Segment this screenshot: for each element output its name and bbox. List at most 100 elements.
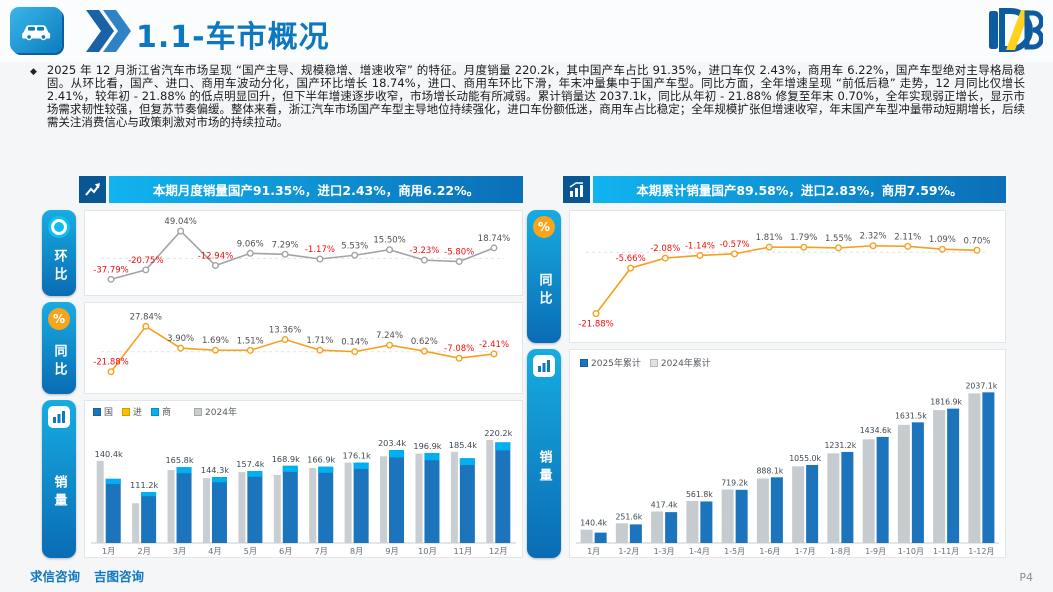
svg-text:0.14%: 0.14%	[341, 338, 368, 348]
svg-text:1231.2k: 1231.2k	[824, 441, 856, 450]
svg-text:1434.6k: 1434.6k	[860, 426, 892, 435]
svg-text:3.90%: 3.90%	[167, 334, 194, 344]
sidebar-label-mom: 环比	[51, 249, 67, 285]
chevron-right-icon	[86, 10, 131, 52]
svg-text:1月: 1月	[587, 547, 600, 556]
sidebar-section-mom: 环比	[42, 210, 76, 296]
sidebar-section-yoy: % 同比	[42, 302, 76, 394]
monthly-mom-line-chart: -37.79% -20.75% 49.04% -12.94% 9.06% 7.29% -1.…	[84, 210, 523, 296]
slide-header: 1.1-车市概况	[0, 0, 1053, 62]
page-title: 1.1-车市概况	[136, 20, 330, 55]
svg-text:12月: 12月	[489, 546, 508, 556]
bar-chart-icon	[533, 355, 555, 377]
svg-text:-2.41%: -2.41%	[479, 340, 509, 350]
svg-text:157.4k: 157.4k	[236, 459, 264, 469]
legend-item: 2024年累计	[649, 356, 711, 369]
bar-chart-up-icon	[563, 176, 590, 203]
page-number: P4	[1019, 571, 1033, 584]
svg-text:2037.1k: 2037.1k	[965, 381, 997, 390]
svg-text:1-5月: 1-5月	[724, 547, 745, 556]
legend-item: 进	[122, 405, 142, 418]
svg-text:1-12月: 1-12月	[968, 547, 994, 556]
svg-text:-37.79%: -37.79%	[93, 265, 128, 275]
svg-text:-2.08%: -2.08%	[650, 244, 680, 254]
svg-text:140.4k: 140.4k	[95, 449, 123, 459]
svg-text:-21.88%: -21.88%	[578, 320, 613, 330]
left-panel-banner: 本期月度销量国产91.35%，进口2.43%，商用6.22%。	[79, 176, 523, 203]
legend-item: 国	[93, 405, 113, 418]
left-banner-text-strip: 本期月度销量国产91.35%，进口2.43%，商用6.22%。	[109, 176, 523, 203]
svg-text:196.9k: 196.9k	[413, 441, 441, 451]
svg-text:1-3月: 1-3月	[654, 547, 675, 556]
svg-text:-12.94%: -12.94%	[198, 252, 233, 262]
svg-text:0.62%: 0.62%	[411, 337, 438, 347]
svg-text:1631.5k: 1631.5k	[895, 411, 927, 420]
sidebar-label-yoy: 同比	[51, 344, 67, 380]
svg-text:2.32%: 2.32%	[860, 232, 887, 242]
svg-text:165.8k: 165.8k	[165, 455, 193, 465]
svg-text:-3.23%: -3.23%	[409, 246, 439, 256]
svg-text:1.09%: 1.09%	[929, 235, 956, 245]
sidebar-section-cumulative-sales: 销量	[527, 349, 561, 558]
right-banner-text-strip: 本期累计销量国产89.58%，进口2.83%，商用7.59%。	[593, 176, 1006, 203]
legend-item: 商	[151, 405, 171, 418]
svg-text:15.50%: 15.50%	[373, 236, 405, 246]
monthly-yoy-line-chart: -21.88% 27.84% 3.90% 1.69% 1.51% 13.36% 1.71% 0…	[84, 302, 523, 394]
svg-text:111.2k: 111.2k	[130, 480, 158, 490]
footer-link-jitu[interactable]: 吉图咨询	[94, 569, 145, 584]
svg-text:185.4k: 185.4k	[449, 440, 477, 450]
svg-text:888.1k: 888.1k	[756, 466, 783, 475]
svg-text:3月: 3月	[173, 546, 187, 556]
svg-text:11月: 11月	[453, 546, 472, 556]
left-banner-text: 本期月度销量国产91.35%，进口2.43%，商用6.22%。	[152, 183, 480, 198]
svg-text:1-7月: 1-7月	[795, 547, 816, 556]
summary-text: 2025 年 12 月浙江省汽车市场呈现 “国产主导、规模稳增、增速收窄” 的特…	[46, 63, 1025, 129]
ring-icon	[48, 216, 70, 238]
svg-text:1.51%: 1.51%	[237, 336, 264, 346]
footer-link-qiuxin[interactable]: 求信咨询	[30, 569, 81, 584]
footer-links: 求信咨询 吉图咨询	[30, 566, 158, 585]
svg-text:1-2月: 1-2月	[618, 547, 639, 556]
svg-text:18.74%: 18.74%	[478, 234, 510, 244]
sidebar-label-sales: 销量	[51, 475, 67, 511]
svg-text:1-10月: 1-10月	[898, 547, 924, 556]
percent-icon: %	[533, 216, 555, 238]
svg-text:0.70%: 0.70%	[963, 236, 990, 246]
car-icon	[10, 7, 62, 53]
svg-text:561.8k: 561.8k	[686, 490, 713, 499]
svg-text:-1.14%: -1.14%	[685, 241, 715, 251]
svg-text:220.2k: 220.2k	[484, 428, 512, 438]
svg-text:4月: 4月	[208, 546, 222, 556]
cumulative-sales-legend: 2025年累计 2024年累计	[580, 356, 711, 369]
sidebar-label-cumulative-sales: 销量	[536, 449, 552, 486]
svg-text:1055.0k: 1055.0k	[789, 454, 821, 463]
svg-text:203.4k: 203.4k	[378, 438, 406, 448]
svg-text:7.24%: 7.24%	[376, 331, 403, 341]
legend-item: 2024年	[194, 405, 237, 418]
sidebar-section-sales: 销量	[42, 400, 76, 558]
svg-text:-20.75%: -20.75%	[128, 256, 163, 266]
svg-text:-0.57%: -0.57%	[720, 240, 750, 250]
svg-text:49.04%: 49.04%	[164, 217, 196, 227]
svg-text:5月: 5月	[244, 546, 258, 556]
diamond-bullet-icon: ◆	[30, 67, 37, 77]
svg-text:27.84%: 27.84%	[130, 312, 162, 322]
company-logo	[989, 8, 1043, 52]
monthly-sales-bar-chart: 国进商 2024年 140.4k 1月 111.2k 2月 165.8k 3月 144.3k 4…	[84, 400, 523, 558]
monthly-sales-legend: 国进商 2024年	[93, 405, 237, 418]
svg-text:1.81%: 1.81%	[756, 233, 783, 243]
svg-text:-7.08%: -7.08%	[444, 344, 474, 354]
svg-text:168.9k: 168.9k	[272, 454, 300, 464]
svg-text:-5.80%: -5.80%	[444, 248, 474, 258]
svg-text:6月: 6月	[279, 546, 293, 556]
svg-text:140.4k: 140.4k	[580, 519, 607, 528]
svg-text:144.3k: 144.3k	[201, 465, 229, 475]
svg-text:1月: 1月	[102, 546, 116, 556]
svg-text:10月: 10月	[418, 546, 437, 556]
svg-text:2月: 2月	[137, 546, 151, 556]
svg-text:251.6k: 251.6k	[615, 512, 642, 521]
sidebar-section-cumulative-yoy: % 同比	[527, 210, 561, 343]
svg-text:2.11%: 2.11%	[894, 232, 921, 242]
sidebar-label-cumulative-yoy: 同比	[536, 272, 552, 309]
